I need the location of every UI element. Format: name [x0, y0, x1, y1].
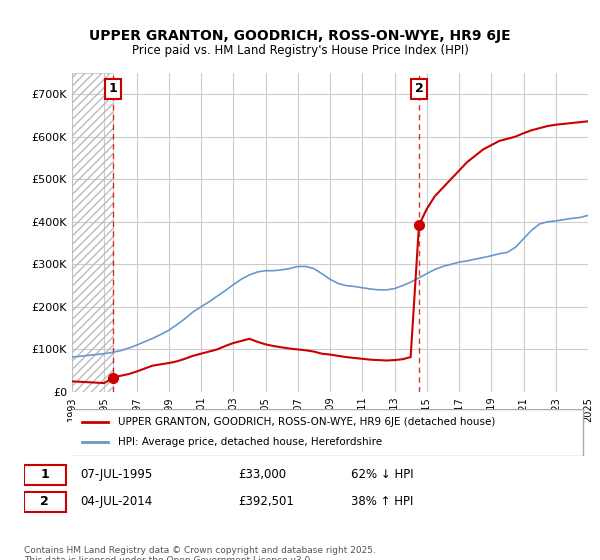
Text: 38% ↑ HPI: 38% ↑ HPI	[351, 496, 413, 508]
FancyBboxPatch shape	[24, 492, 66, 512]
Text: Contains HM Land Registry data © Crown copyright and database right 2025.
This d: Contains HM Land Registry data © Crown c…	[24, 546, 376, 560]
Text: 04-JUL-2014: 04-JUL-2014	[80, 496, 152, 508]
Text: 07-JUL-1995: 07-JUL-1995	[80, 468, 152, 482]
Text: 62% ↓ HPI: 62% ↓ HPI	[351, 468, 414, 482]
Text: HPI: Average price, detached house, Herefordshire: HPI: Average price, detached house, Here…	[118, 437, 383, 447]
Text: 2: 2	[415, 82, 424, 95]
Text: 2: 2	[40, 496, 49, 508]
Bar	[72, 73, 113, 392]
Text: Price paid vs. HM Land Registry's House Price Index (HPI): Price paid vs. HM Land Registry's House …	[131, 44, 469, 57]
Text: £392,501: £392,501	[238, 496, 294, 508]
FancyBboxPatch shape	[24, 465, 66, 484]
Text: 1: 1	[40, 468, 49, 482]
FancyBboxPatch shape	[67, 409, 583, 456]
Text: 1: 1	[108, 82, 117, 95]
Text: £33,000: £33,000	[238, 468, 286, 482]
Text: UPPER GRANTON, GOODRICH, ROSS-ON-WYE, HR9 6JE: UPPER GRANTON, GOODRICH, ROSS-ON-WYE, HR…	[89, 29, 511, 44]
Text: UPPER GRANTON, GOODRICH, ROSS-ON-WYE, HR9 6JE (detached house): UPPER GRANTON, GOODRICH, ROSS-ON-WYE, HR…	[118, 417, 496, 427]
Bar	[72, 73, 113, 392]
